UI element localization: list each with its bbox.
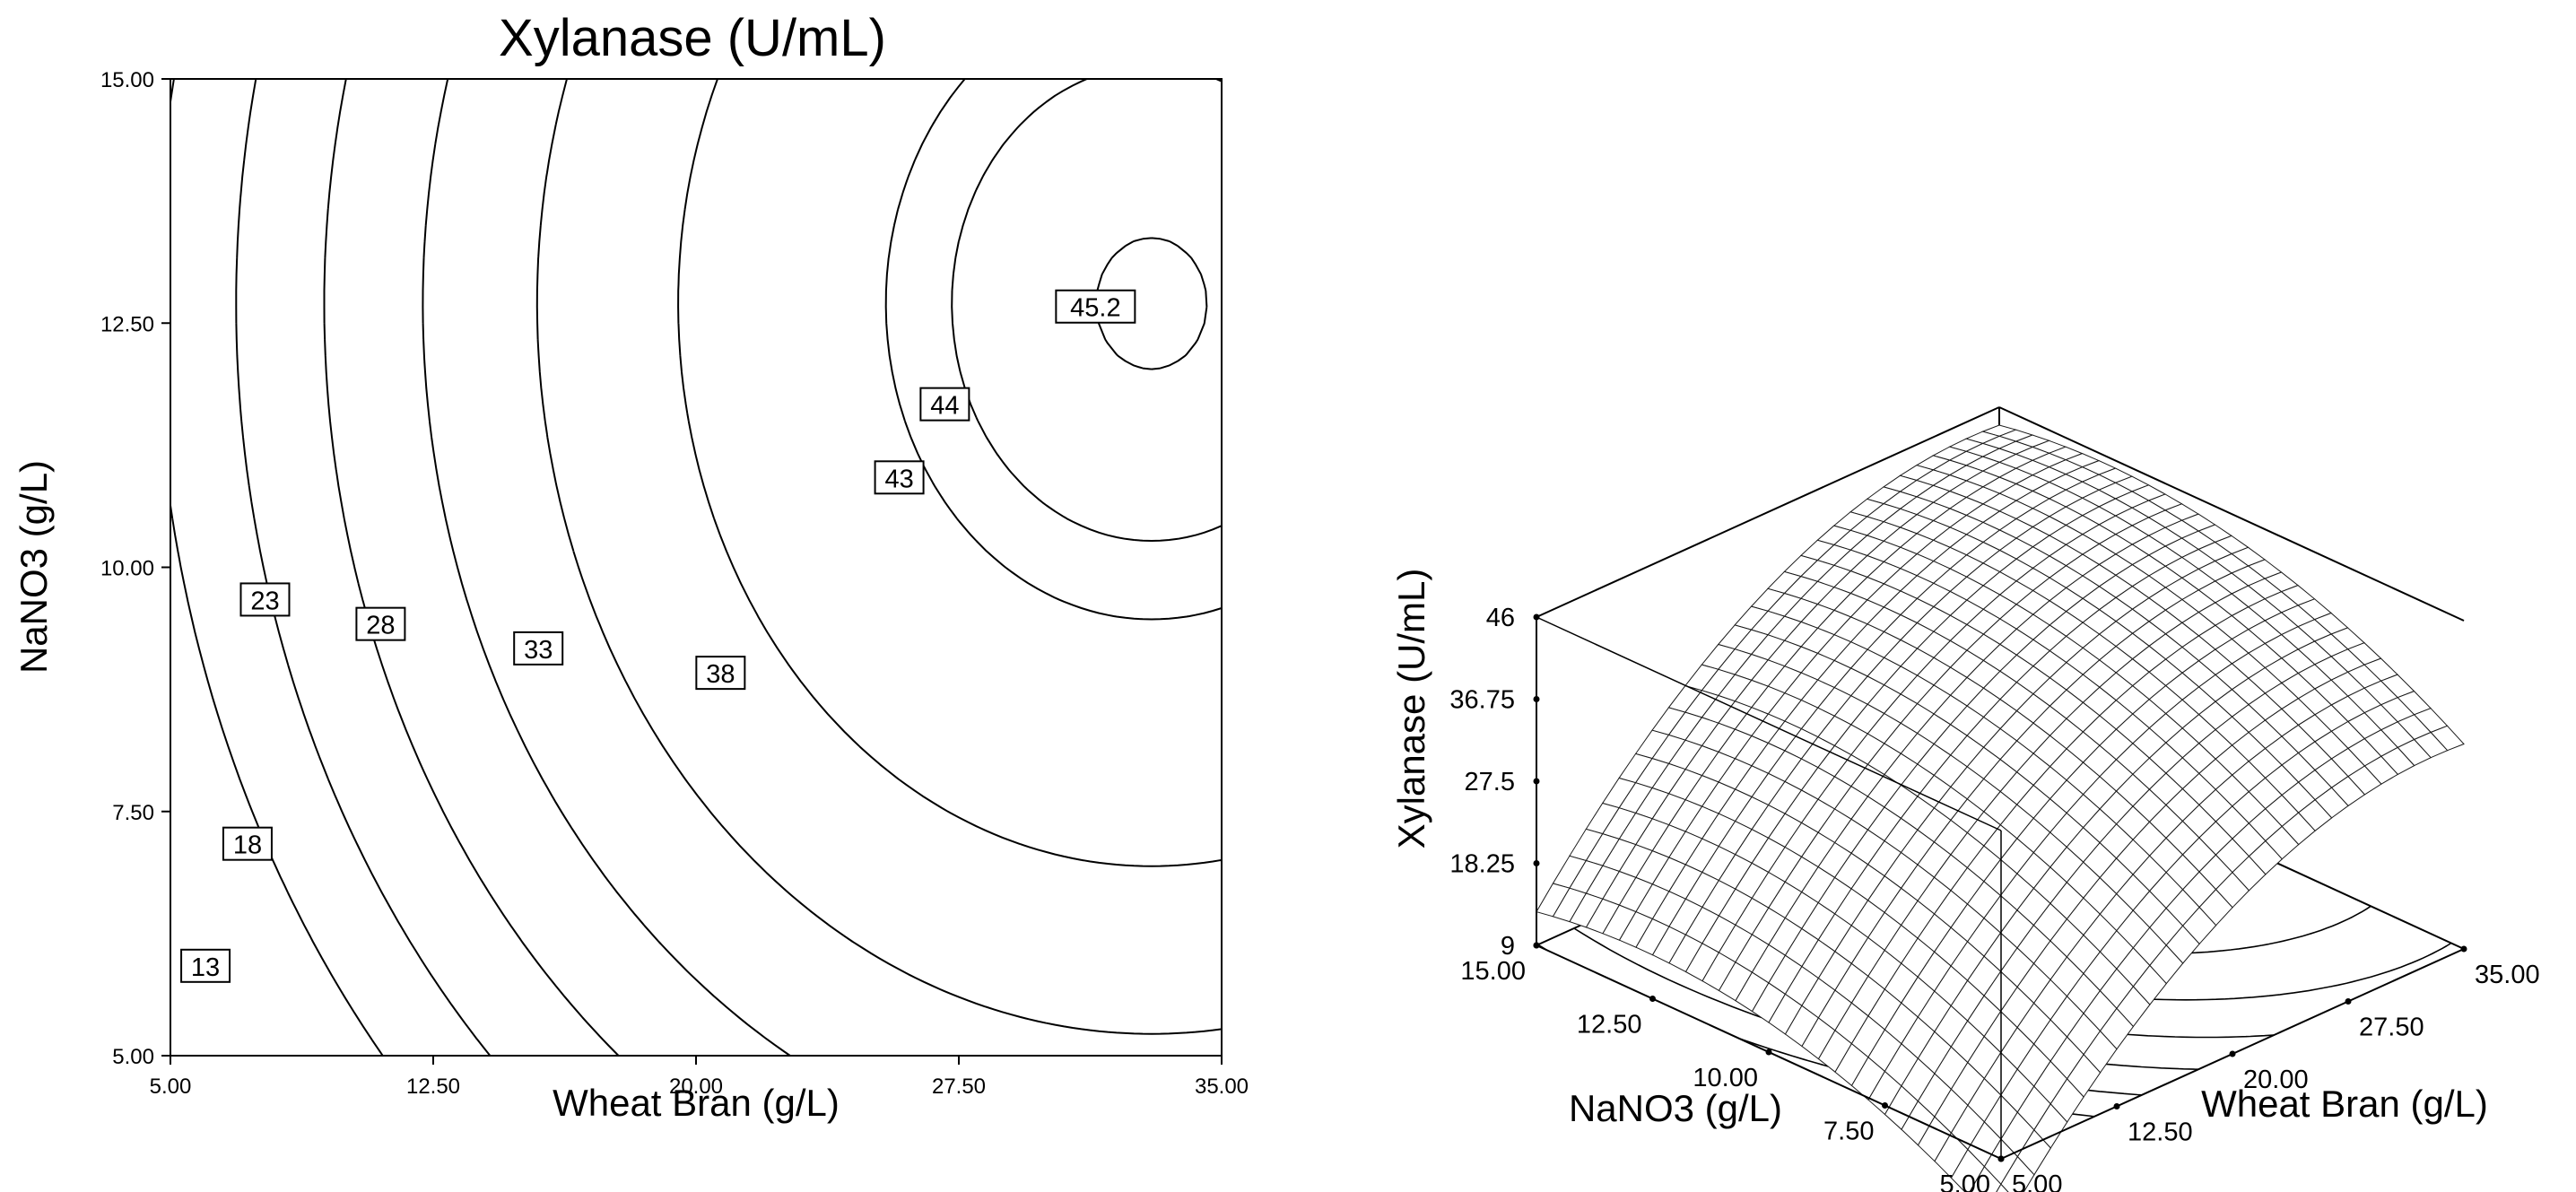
surface-y-tick-dot (1882, 1102, 1888, 1109)
contour-line-44 (951, 78, 1223, 542)
contour-x-tick-label: 27.50 (932, 1075, 986, 1099)
contour-chart: Xylanase (U/mL) 5.00 12.50 20.00 27.50 35.00… (13, 9, 1249, 1124)
contour-y-tick-label: 10.00 (100, 557, 154, 581)
surface-z-tick-dot (1533, 942, 1540, 949)
surface-x-tick-dot (2229, 1050, 2236, 1057)
surface-y-tick-dot (1649, 996, 1656, 1002)
contour-level-label-44: 44 (919, 387, 970, 422)
surface-y-tick-label: 10.00 (1693, 1064, 1758, 1092)
contour-level-label-text: 43 (884, 465, 913, 493)
contour-line-18 (235, 78, 492, 1057)
contour-line-43 (884, 78, 1223, 621)
contour-x-axis-label: Wheat Bran (g/L) (553, 1082, 840, 1124)
contour-line-23 (323, 78, 620, 1057)
surface-x-tick-label: 35.00 (2475, 961, 2540, 989)
contour-level-label-text: 33 (524, 636, 553, 665)
surface-mesh (1536, 424, 2465, 1192)
contour-level-label-box (695, 656, 746, 691)
contour-x-tick-label: 5.00 (150, 1075, 192, 1099)
contour-y-tick-label: 15.00 (100, 68, 154, 92)
contour-line-38 (677, 78, 1223, 867)
contour-level-label-23: 23 (239, 582, 291, 617)
surface-x-tick-label: 12.50 (2128, 1118, 2193, 1147)
contour-level-label-box (919, 387, 970, 422)
contour-y-tick-label: 5.00 (112, 1045, 154, 1069)
contour-y-axis-label: NaNO3 (g/L) (13, 460, 55, 674)
contour-y-tick-label: 7.50 (112, 801, 154, 825)
contour-x-tick-label: 12.50 (406, 1075, 460, 1099)
box-edge (1536, 406, 2000, 618)
surface-z-tick-label: 9 (1501, 932, 1515, 961)
surface-x-tick-label: 27.50 (2359, 1014, 2424, 1042)
surface-y-tick-label: 5.00 (1940, 1170, 1990, 1192)
contour-level-label-28: 28 (355, 606, 406, 641)
surface-y-tick-dot (1765, 1048, 1772, 1056)
surface-y-tick-label: 15.00 (1460, 957, 1526, 986)
contour-line-28 (422, 78, 791, 1057)
contour-level-label-18: 18 (222, 826, 273, 861)
surface-z-axis-label: Xylanase (U/mL) (1390, 569, 1432, 849)
surface-x-tick-dot (2460, 945, 2467, 953)
contour-level-label-38: 38 (695, 656, 746, 691)
contour-level-label-box (355, 606, 406, 641)
contour-level-label-box (874, 460, 925, 495)
contour-axis-ticks: 5.00 12.50 20.00 27.50 35.00 5.00 7.50 10.00 12.… (100, 68, 1249, 1099)
contour-lines (170, 78, 1223, 1057)
contour-level-label-box (222, 826, 273, 861)
surface-cell (1996, 1183, 2009, 1192)
contour-level-label-text: 38 (706, 660, 735, 689)
surface-chart: 5.00 12.50 20.00 27.50 35.00 5.00 7.50 10.00 12.… (1390, 406, 2540, 1192)
surface-z-tick-label: 46 (1486, 604, 1515, 632)
contour-x-tick-label: 20.00 (669, 1075, 723, 1099)
contour-level-label-box (180, 948, 231, 983)
box-edge (1998, 406, 2465, 622)
contour-title: Xylanase (U/mL) (499, 9, 886, 67)
surface-z-tick-label: 36.75 (1449, 686, 1515, 715)
surface-z-tick-label: 18.25 (1449, 850, 1515, 879)
contour-level-label-13: 13 (180, 948, 231, 983)
box-edge (1536, 616, 2002, 831)
contour-y-tick-label: 12.50 (100, 312, 154, 336)
contour-line-13 (170, 78, 384, 1057)
surface-z-tick-dot (1533, 613, 1540, 621)
surface-x-tick-label: 20.00 (2243, 1066, 2309, 1094)
contour-level-label-text: 13 (191, 953, 220, 982)
surface-y-tick-dot (1997, 1155, 2005, 1162)
contour-level-label-box (239, 582, 291, 617)
surface-y-tick-label: 7.50 (1823, 1118, 1874, 1146)
surface-z-tick-dot (1533, 696, 1540, 702)
contour-level-label-box (1055, 289, 1136, 324)
contour-level-label-text: 23 (250, 587, 279, 615)
contour-level-labels: 13 18 23 28 33 38 43 44 45.2 (180, 289, 1136, 983)
contour-x-tick-label: 35.00 (1195, 1075, 1249, 1099)
surface-z-tick-label: 27.5 (1465, 768, 1515, 796)
surface-z-tick-dot (1533, 778, 1540, 785)
surface-x-tick-dot (2345, 998, 2352, 1005)
contour-level-label-text: 28 (366, 612, 395, 640)
contour-level-label-text: 45.2 (1070, 294, 1120, 323)
contour-level-label-box (513, 631, 564, 666)
contour-level-label-text: 44 (930, 392, 959, 421)
contour-level-label-text: 18 (233, 831, 262, 860)
surface-x-tick-dot (2113, 1103, 2120, 1109)
surface-cell (1969, 1165, 2002, 1192)
surface-y-tick-label: 12.50 (1577, 1011, 1642, 1040)
surface-x-axis-label: Wheat Bran (g/L) (2201, 1083, 2488, 1125)
contour-level-label-45.2: 45.2 (1055, 289, 1136, 324)
surface-x-tick-label: 5.00 (2012, 1170, 2062, 1192)
surface-axis-ticks: 5.00 12.50 20.00 27.50 35.00 5.00 7.50 10.00 12.… (1449, 604, 2539, 1192)
contour-line-45.2 (1095, 237, 1208, 370)
contour-line-33 (535, 78, 1223, 1035)
contour-level-label-33: 33 (513, 631, 564, 666)
surface-z-tick-dot (1533, 860, 1540, 866)
surface-y-axis-label: NaNO3 (g/L) (1569, 1087, 1782, 1129)
contour-level-label-43: 43 (874, 460, 925, 495)
contour-plot-area (170, 78, 1223, 1057)
